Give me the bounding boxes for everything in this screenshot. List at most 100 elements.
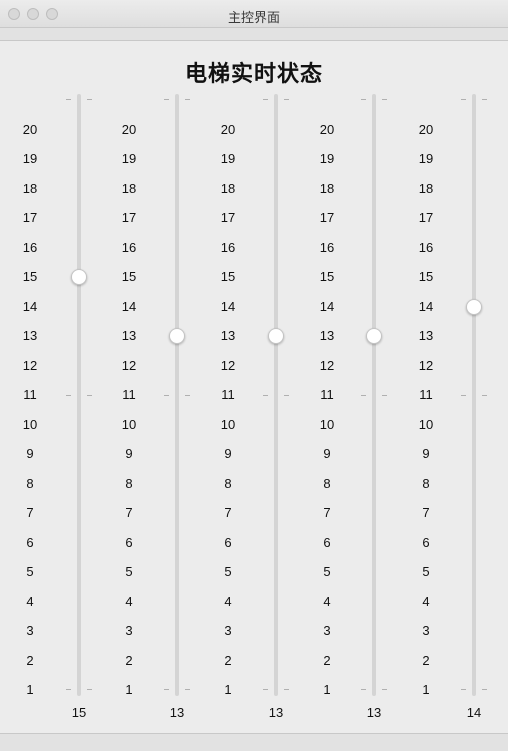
floor-label: 1 [224, 682, 232, 697]
floor-label: 13 [220, 328, 236, 344]
elevator-slider-track[interactable] [472, 94, 476, 696]
floor-label: 6 [125, 534, 133, 550]
floor-label: 20 [220, 122, 236, 137]
floor-label: 11 [23, 387, 37, 403]
floor-label: 16 [121, 239, 137, 255]
floor-label: 15 [319, 269, 335, 285]
floor-label: 3 [422, 623, 430, 639]
floor-label: 7 [422, 505, 430, 521]
floor-label: 13 [121, 328, 137, 344]
elevator-5: 20 19 18 17 16 15 14 13 12 11 10 9 8 7 6 5 4 3 2 1 14 [0, 0, 487, 751]
elevator-slider-knob[interactable] [366, 328, 382, 345]
floor-label: 4 [422, 593, 430, 609]
current-floor-readout: 15 [71, 705, 87, 720]
floor-label: 4 [323, 593, 331, 609]
slider-tick [185, 99, 190, 100]
floor-label: 11 [320, 387, 334, 403]
floor-label: 9 [26, 446, 34, 462]
slider-tick [461, 99, 466, 100]
floor-label: 16 [319, 239, 335, 255]
floor-label: 10 [121, 416, 137, 432]
elevator-slider-knob[interactable] [169, 328, 185, 345]
slider-tick [185, 395, 190, 396]
floor-label: 15 [418, 269, 434, 285]
slider-tick [87, 395, 92, 396]
slider-tick [87, 689, 92, 690]
floor-label: 6 [422, 534, 430, 550]
floor-label: 5 [125, 564, 133, 580]
floor-label: 5 [422, 564, 430, 580]
floor-label: 2 [125, 652, 133, 668]
floor-label: 17 [418, 210, 434, 226]
current-floor-readout: 13 [268, 705, 284, 720]
floor-label: 18 [220, 180, 236, 196]
slider-tick [263, 99, 268, 100]
slider-tick [66, 99, 71, 100]
floor-label: 19 [121, 151, 137, 167]
slider-tick [164, 395, 169, 396]
floor-label: 7 [323, 505, 331, 521]
floor-label: 1 [323, 682, 331, 697]
floor-label: 1 [422, 682, 430, 697]
minimize-window-icon[interactable] [27, 8, 39, 20]
floor-label: 9 [224, 446, 232, 462]
close-window-icon[interactable] [8, 8, 20, 20]
floor-label: 17 [22, 210, 38, 226]
slider-tick [66, 395, 71, 396]
floor-label: 18 [319, 180, 335, 196]
slider-tick [482, 99, 487, 100]
title-bar[interactable]: 主控界面 [0, 0, 508, 28]
elevator-slider-track[interactable] [77, 94, 81, 696]
elevator-slider-knob[interactable] [268, 328, 284, 345]
slider-tick [361, 395, 366, 396]
floor-label: 10 [319, 416, 335, 432]
floor-label: 8 [323, 475, 331, 491]
elevator-slider-track[interactable] [274, 94, 278, 696]
floor-label: 7 [26, 505, 34, 521]
elevator-slider-track[interactable] [372, 94, 376, 696]
floor-label: 7 [125, 505, 133, 521]
floor-label: 12 [22, 357, 38, 373]
floor-label: 7 [224, 505, 232, 521]
slider-tick [66, 689, 71, 690]
floor-label: 3 [323, 623, 331, 639]
floor-label: 11 [122, 387, 136, 403]
slider-tick [461, 689, 466, 690]
floor-label: 6 [323, 534, 331, 550]
slider-tick [382, 689, 387, 690]
elevator-2: 20 19 18 17 16 15 14 13 12 11 10 9 8 7 6 5 4 3 2 1 13 [0, 0, 190, 751]
elevator-slider-knob[interactable] [466, 298, 482, 315]
window-title: 主控界面 [227, 10, 280, 25]
slider-tick [164, 689, 169, 690]
floor-label: 2 [323, 652, 331, 668]
floor-label: 4 [125, 593, 133, 609]
slider-tick [382, 99, 387, 100]
top-toolbar [0, 28, 508, 41]
floor-label: 3 [26, 623, 34, 639]
slider-tick [382, 395, 387, 396]
floor-label: 16 [22, 239, 38, 255]
zoom-window-icon[interactable] [46, 8, 58, 20]
floor-label: 19 [22, 151, 38, 167]
floor-label: 10 [418, 416, 434, 432]
floor-label: 2 [224, 652, 232, 668]
floor-label: 10 [220, 416, 236, 432]
floor-label: 19 [418, 151, 434, 167]
floor-label: 20 [22, 122, 38, 137]
floor-label: 9 [422, 446, 430, 462]
elevator-slider-track[interactable] [175, 94, 179, 696]
floor-label: 15 [121, 269, 137, 285]
floor-label: 9 [125, 446, 133, 462]
slider-tick [284, 689, 289, 690]
floor-label: 2 [26, 652, 34, 668]
floor-label: 20 [319, 122, 335, 137]
floor-label: 14 [418, 298, 434, 314]
floor-label: 19 [220, 151, 236, 167]
floor-label: 12 [418, 357, 434, 373]
elevator-slider-knob[interactable] [71, 269, 87, 286]
floor-label: 16 [418, 239, 434, 255]
floor-label: 10 [22, 416, 38, 432]
current-floor-readout: 13 [169, 705, 185, 720]
floor-label: 4 [224, 593, 232, 609]
